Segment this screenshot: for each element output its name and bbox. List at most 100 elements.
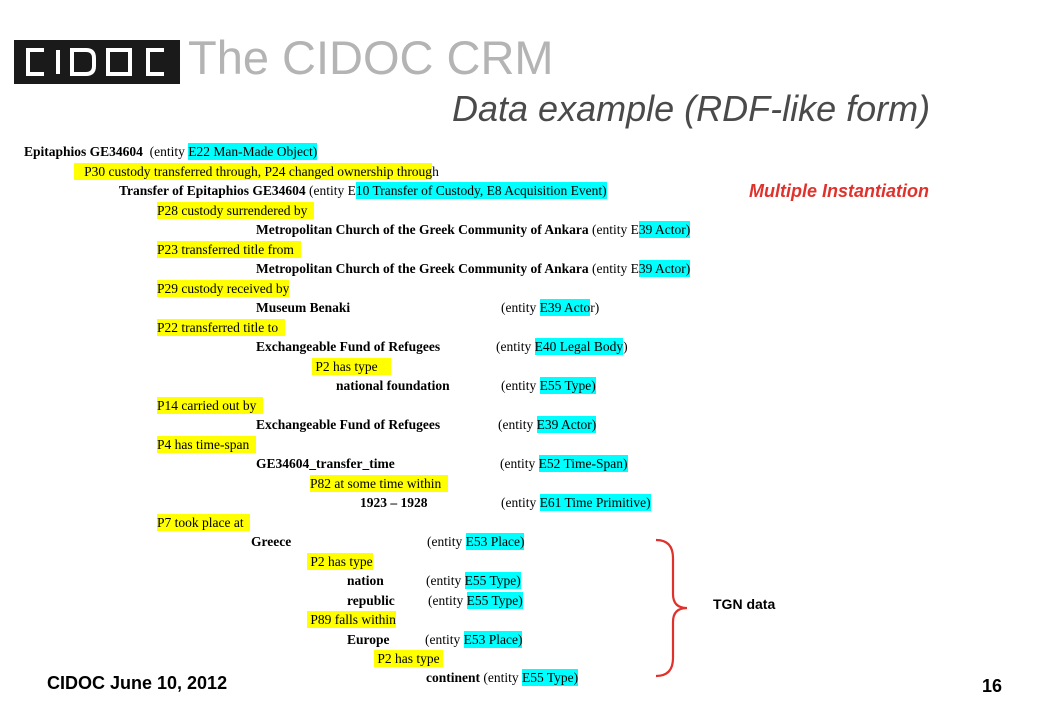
- property-highlight: P23 transferred title from: [157, 241, 301, 258]
- property-line: P4 has time-span: [157, 435, 256, 454]
- property-highlight: P7 took place at: [157, 514, 251, 531]
- statement-line: Greece (entity E53 Place): [251, 532, 525, 551]
- entity-label: national foundation: [336, 378, 450, 393]
- entity-prefix: (entity: [501, 300, 540, 315]
- class-highlight: E52 Time-Span): [538, 455, 628, 472]
- class-highlight: E55 Type): [539, 377, 596, 394]
- property-text: P2 has type: [310, 554, 373, 569]
- entity-label: Metropolitan Church of the Greek Communi…: [256, 222, 589, 237]
- slide-title: The CIDOC CRM: [188, 31, 554, 84]
- footer-date: CIDOC June 10, 2012: [47, 673, 228, 693]
- class-highlight: E55 Type): [522, 669, 579, 686]
- entity-label: Exchangeable Fund of Refugees: [256, 417, 441, 432]
- property-text: P22 transferred title to: [157, 320, 279, 335]
- class-highlight: E53 Place): [463, 631, 523, 648]
- statement-line: continent (entity E55 Type): [426, 668, 579, 687]
- entity-prefix: (entity: [501, 378, 540, 393]
- class-highlight: 10 Transfer of Custody, E8 Acquisition E…: [355, 182, 607, 199]
- entity-prefix: (entity: [483, 670, 522, 685]
- statement-line: Exchangeable Fund of Refugees (entity E40…: [256, 337, 628, 356]
- entity-prefix: (entity: [426, 573, 465, 588]
- statement-line: Museum Benaki (entity E39 Actor): [256, 298, 599, 317]
- property-line: P2 has type: [312, 357, 392, 376]
- tgn-data-label: TGN data: [713, 596, 776, 612]
- statement-line: republic (entity E55 Type): [347, 591, 523, 610]
- entity-suffix: r): [590, 300, 600, 315]
- property-highlight: P89 falls within: [307, 611, 396, 628]
- page-number: 16: [982, 676, 1003, 696]
- multiple-instantiation-note: Multiple Instantiation: [749, 181, 929, 201]
- property-text: P14 carried out by: [157, 398, 257, 413]
- statement-line: Exchangeable Fund of Refugees (entity E39…: [256, 415, 597, 434]
- class-highlight: E55 Type): [464, 572, 521, 589]
- property-text: P23 transferred title from: [157, 242, 294, 257]
- property-line: P22 transferred title to: [157, 318, 285, 337]
- property-line: P2 has type: [374, 649, 443, 668]
- entity-label: Epitaphios GE34604: [24, 144, 143, 159]
- slide-subtitle: Data example (RDF-like form): [452, 88, 931, 129]
- statement-line: Metropolitan Church of the Greek Communi…: [256, 220, 691, 239]
- property-highlight: P82 at some time within: [310, 475, 448, 492]
- class-highlight: E53 Place): [465, 533, 525, 550]
- entity-prefix: (entity: [427, 534, 466, 549]
- entity-prefix: (entity: [500, 456, 539, 471]
- class-highlight: 39 Actor): [638, 221, 691, 238]
- entity-prefix: (entity E: [592, 261, 639, 276]
- class-highlight: E40 Legal Body: [534, 338, 624, 355]
- property-line: P89 falls within: [307, 610, 396, 629]
- property-line: P23 transferred title from: [157, 240, 301, 259]
- entity-label: Museum Benaki: [256, 300, 351, 315]
- curly-brace-icon: [655, 538, 688, 678]
- property-text: P28 custody surrendered by: [157, 203, 308, 218]
- entity-label: Transfer of Epitaphios GE34604: [119, 183, 306, 198]
- property-text: P7 took place at: [157, 515, 244, 530]
- property-highlight: P22 transferred title to: [157, 319, 285, 336]
- property-highlight: P2 has type: [307, 553, 373, 570]
- entity-label: Greece: [251, 534, 292, 549]
- property-text: P82 at some time within: [310, 476, 442, 491]
- entity-prefix: (entity: [428, 593, 467, 608]
- entity-prefix: (entity: [149, 144, 189, 159]
- statement-line: GE34604_transfer_time (entity E52 Time-Sp…: [256, 454, 628, 473]
- property-line: P29 custody received by: [157, 279, 290, 298]
- property-line: P30 custody transferred through, P24 cha…: [74, 162, 439, 181]
- property-tail: h: [432, 164, 439, 179]
- entity-label: continent: [426, 670, 480, 685]
- property-text: P30 custody transferred through, P24 cha…: [84, 164, 433, 179]
- property-line: P2 has type: [307, 552, 373, 571]
- entity-label: nation: [347, 573, 384, 588]
- property-highlight: P14 carried out by: [157, 397, 264, 414]
- class-highlight: E22 Man-Made Object): [188, 143, 318, 160]
- statement-line: Europe (entity E53 Place): [347, 630, 523, 649]
- property-text: P2 has type: [315, 359, 378, 374]
- property-highlight: P29 custody received by: [157, 280, 290, 297]
- entity-label: Exchangeable Fund of Refugees: [256, 339, 441, 354]
- entity-prefix: (entity: [496, 339, 535, 354]
- property-line: P82 at some time within: [310, 474, 448, 493]
- property-line: P28 custody surrendered by: [157, 201, 315, 220]
- property-highlight: P2 has type: [312, 358, 392, 375]
- entity-prefix: (entity E: [592, 222, 639, 237]
- entity-prefix: (entity: [498, 417, 537, 432]
- statement-line: Epitaphios GE34604 (entity E22 Man-Made …: [24, 142, 318, 161]
- property-text: P2 has type: [377, 651, 440, 666]
- entity-label: GE34604_transfer_time: [256, 456, 395, 471]
- property-text: P4 has time-span: [157, 437, 250, 452]
- statement-line: Metropolitan Church of the Greek Communi…: [256, 259, 691, 278]
- entity-prefix: (entity: [425, 632, 464, 647]
- property-line: P14 carried out by: [157, 396, 264, 415]
- statement-line: Transfer of Epitaphios GE34604 (entity E…: [119, 181, 607, 200]
- property-highlight: P30 custody transferred through, P24 cha…: [74, 163, 433, 180]
- entity-label: Metropolitan Church of the Greek Communi…: [256, 261, 589, 276]
- class-highlight: E55 Type): [466, 592, 523, 609]
- class-highlight: 39 Actor): [638, 260, 691, 277]
- cidoc-logo: [14, 40, 180, 84]
- property-highlight: P28 custody surrendered by: [157, 202, 315, 219]
- class-highlight: E39 Acto: [539, 299, 591, 316]
- entity-prefix: (entity E: [309, 183, 356, 198]
- property-highlight: P4 has time-span: [157, 436, 256, 453]
- property-highlight: P2 has type: [374, 650, 443, 667]
- class-highlight: E61 Time Primitive): [539, 494, 651, 511]
- entity-label: republic: [347, 593, 395, 608]
- property-text: P89 falls within: [310, 612, 396, 627]
